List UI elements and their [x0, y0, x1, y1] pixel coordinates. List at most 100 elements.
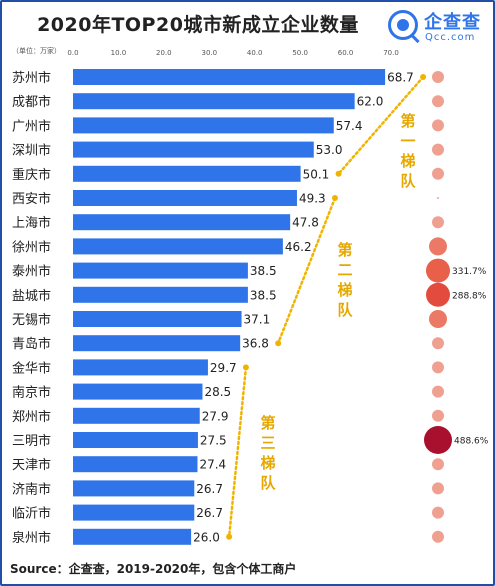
bar [73, 117, 334, 134]
tier-end-dot [335, 170, 342, 177]
category-label: 深圳市 [12, 143, 51, 159]
category-label: 天津市 [12, 457, 51, 473]
bar [73, 69, 386, 85]
chart-title: 2020年TOP20城市新成立企业数量 [37, 14, 359, 36]
value-label: 27.5 [200, 434, 227, 448]
growth-bubble [432, 385, 444, 398]
value-label: 62.0 [357, 95, 384, 109]
unit-label: （单位：万家） [12, 47, 61, 55]
tier-dotted-line [337, 75, 425, 176]
growth-bubble [437, 197, 439, 199]
value-label: 26.7 [196, 482, 223, 496]
bar [73, 190, 297, 206]
category-label: 苏州市 [12, 70, 51, 86]
growth-label: 288.8% [452, 291, 487, 301]
growth-bubble [429, 310, 447, 328]
tier-end-dot [226, 533, 233, 540]
growth-bubble [432, 361, 444, 374]
value-label: 29.7 [210, 361, 237, 375]
growth-bubble [432, 216, 444, 229]
bar [73, 383, 203, 400]
growth-bubble [426, 282, 450, 307]
bar [73, 238, 283, 255]
category-label: 徐州市 [12, 239, 51, 255]
growth-bubble [429, 237, 447, 256]
x-tick-label: 30.0 [201, 49, 217, 57]
source-note: Source：企查查，2019-2020年，包含个体工商户 [10, 562, 297, 576]
magnifier-logo-icon [388, 10, 418, 40]
value-label: 26.0 [193, 530, 220, 544]
category-label: 泰州市 [12, 264, 51, 280]
bar [73, 141, 314, 158]
x-tick-label: 70.0 [383, 49, 399, 57]
growth-bubble [432, 143, 444, 156]
growth-label: 488.6% [454, 437, 489, 447]
tier-end-dot [331, 195, 338, 201]
category-label: 青岛市 [12, 336, 51, 352]
x-tick-label: 10.0 [111, 49, 127, 57]
bar [73, 407, 200, 424]
category-label: 上海市 [12, 215, 51, 231]
category-label: 成都市 [12, 94, 51, 110]
bar [73, 262, 248, 279]
category-label: 重庆市 [12, 167, 51, 183]
value-label: 46.2 [285, 240, 312, 254]
tier-label: 第一梯队 [400, 112, 416, 190]
category-label: 郑州市 [12, 409, 51, 425]
bar [73, 359, 208, 376]
value-label: 38.5 [250, 264, 277, 278]
x-tick-label: 20.0 [156, 49, 172, 57]
bar [73, 504, 195, 521]
category-label: 无锡市 [12, 312, 51, 328]
growth-bubble [424, 426, 452, 454]
bar [73, 335, 241, 352]
growth-bubble [432, 409, 444, 422]
value-label: 36.8 [242, 337, 269, 351]
category-label: 广州市 [12, 118, 51, 134]
growth-bubble [432, 167, 444, 180]
value-label: 68.7 [387, 71, 414, 85]
value-label: 27.9 [202, 409, 229, 423]
x-tick-label: 60.0 [338, 49, 354, 57]
tier-end-dot [420, 74, 427, 80]
tier-end-dot [275, 340, 282, 347]
category-label: 金华市 [12, 360, 51, 376]
value-label: 50.1 [303, 167, 330, 181]
category-label: 西安市 [12, 191, 51, 207]
value-label: 47.8 [292, 216, 319, 230]
bar [73, 456, 198, 473]
growth-bubble [426, 258, 450, 283]
bar [73, 311, 242, 327]
value-label: 38.5 [250, 288, 277, 302]
bar [73, 528, 192, 545]
growth-bubble [432, 71, 444, 83]
x-tick-label: 40.0 [247, 49, 263, 57]
tier-dotted-line [227, 366, 248, 539]
growth-bubble [432, 530, 444, 543]
value-label: 27.4 [199, 458, 226, 472]
growth-bubble [432, 458, 444, 471]
category-label: 济南市 [12, 481, 51, 497]
value-label: 57.4 [336, 119, 363, 133]
growth-bubble [432, 119, 444, 132]
logo-name-en: Qcc.com [425, 32, 476, 43]
bar [73, 93, 355, 110]
category-label: 南京市 [12, 385, 51, 401]
bar [73, 432, 198, 448]
bar [73, 480, 195, 497]
category-label: 临沂市 [12, 506, 51, 522]
category-label: 泉州市 [12, 530, 51, 546]
tier-end-dot [242, 364, 249, 371]
growth-label: 331.7% [452, 267, 487, 277]
tier-dotted-line [276, 196, 337, 345]
value-label: 28.5 [204, 385, 231, 399]
x-tick-label: 50.0 [292, 49, 308, 57]
growth-bubble [432, 506, 444, 519]
bar [73, 165, 301, 182]
growth-bubble [432, 337, 444, 350]
category-label: 盐城市 [12, 288, 51, 304]
bar [73, 286, 248, 303]
x-tick-label: 0.0 [67, 49, 78, 57]
growth-bubble [432, 95, 444, 108]
